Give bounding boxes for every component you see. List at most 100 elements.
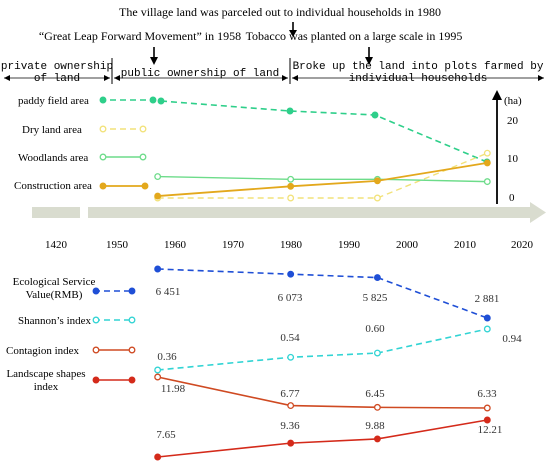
series-contagion-point-3 xyxy=(483,404,491,412)
series-wood-point-3 xyxy=(483,178,491,186)
period-arrow-2-right-head xyxy=(282,75,288,81)
year-1990: 1990 xyxy=(338,239,361,251)
period-2-label: public ownership of land xyxy=(121,68,279,80)
series-shannon-point-1 xyxy=(287,353,295,361)
event-1958-text: “Great Leap Forward Movement” in 1958 xyxy=(39,29,241,43)
series-shannon-point-0 xyxy=(154,366,162,374)
series-lsi-label-1: 9.36 xyxy=(280,420,300,432)
legend-constr-dot-left xyxy=(99,182,107,190)
series-shannon-point-2 xyxy=(373,349,381,357)
legend-paddy-label: paddy field area xyxy=(18,95,89,107)
area-axis-unit: (ha) xyxy=(504,95,522,107)
series-constr-point-0 xyxy=(154,192,162,200)
period-arrow-3-left-head xyxy=(292,75,298,81)
legend-esv-dot-left xyxy=(92,287,100,295)
event-1958-arrowhead xyxy=(150,57,158,65)
series-wood-point-1 xyxy=(287,175,295,183)
chart-marks: 6 451 6 073 5 825 2 881 0.36 0.54 0.60 0.94 11.9… xyxy=(92,96,522,461)
series-esv-label-2: 5 825 xyxy=(363,292,388,304)
series-constr-line xyxy=(157,162,488,197)
series-lsi-label-3: 12.21 xyxy=(478,424,503,436)
series-contagion-point-0 xyxy=(154,373,162,381)
legend-wood-label: Woodlands area xyxy=(18,152,88,164)
year-1980: 1980 xyxy=(280,239,303,251)
series-shannon-point-3 xyxy=(483,325,491,333)
period-1-label-line1: private ownership xyxy=(1,61,113,73)
legend-shannon-dot-right xyxy=(128,316,136,324)
series-esv-label-3: 2 881 xyxy=(475,293,500,305)
series-contagion-label-3: 6.33 xyxy=(477,388,497,400)
legend-constr-label: Construction area xyxy=(14,180,92,192)
series-constr-point-2 xyxy=(373,177,381,185)
legend-contagion-dot-left xyxy=(92,346,100,354)
series-dry-point-2 xyxy=(373,194,381,202)
event-1980-text: The village land was parceled out to ind… xyxy=(119,5,441,19)
legend-contagion-dot-right xyxy=(128,346,136,354)
year-1960: 1960 xyxy=(164,239,187,251)
legend-wood-dot-right xyxy=(139,153,147,161)
legend-lsi-dot-left xyxy=(92,376,100,384)
legend-contagion-label: Contagion index xyxy=(6,345,80,357)
series-esv-point-1 xyxy=(287,270,295,278)
series-lsi-point-3 xyxy=(483,416,491,424)
period-arrow-2-left-head xyxy=(114,75,120,81)
year-2000: 2000 xyxy=(396,239,419,251)
period-3-label-line2: individual households xyxy=(349,73,488,85)
legend-lsi-label-line2: index xyxy=(34,381,59,393)
area-axis-tick-20: 20 xyxy=(507,115,519,127)
legend-lsi-dot-right xyxy=(128,376,136,384)
year-1950: 1950 xyxy=(106,239,129,251)
event-1995-text: Tobacco was planted on a large scale in … xyxy=(246,29,463,43)
period-1-label-line2: of land xyxy=(34,73,80,85)
series-shannon-label-1: 0.54 xyxy=(280,332,300,344)
series-dry-point-3 xyxy=(483,149,491,157)
series-esv-point-0 xyxy=(154,265,162,273)
series-paddy-point-0 xyxy=(157,97,165,105)
series-paddy-line xyxy=(160,100,488,163)
series-shannon-line xyxy=(157,328,488,371)
year-1420: 1420 xyxy=(45,239,68,251)
series-contagion-point-2 xyxy=(373,403,381,411)
timeline-bar-early xyxy=(32,207,80,218)
series-wood-point-0 xyxy=(154,173,162,180)
series-paddy-point-2 xyxy=(371,111,379,119)
series-dry-point-1 xyxy=(287,194,295,202)
series-contagion-label-1: 6.77 xyxy=(280,388,300,400)
legend-wood-dot-left xyxy=(99,153,107,161)
period-3-label-line1: Broke up the land into plots farmed by xyxy=(293,61,544,73)
legend-paddy-dot-right xyxy=(149,96,157,104)
legend-dry-dot-right xyxy=(139,125,147,133)
series-esv-label-0: 6 451 xyxy=(156,286,181,298)
series-shannon-label-2: 0.60 xyxy=(365,323,385,335)
legend-dry-label: Dry land area xyxy=(22,124,82,136)
legend-shannon-dot-left xyxy=(92,316,100,324)
series-esv-point-2 xyxy=(373,274,381,282)
legend-esv-dot-right xyxy=(128,287,136,295)
legend-lsi-label-line1: Landscape shapes xyxy=(6,368,85,380)
period-arrow-3-right-head xyxy=(538,75,544,81)
series-esv-label-1: 6 073 xyxy=(278,292,303,304)
series-dry-line xyxy=(157,152,488,199)
year-1970: 1970 xyxy=(222,239,245,251)
series-contagion-label-0: 11.98 xyxy=(161,383,186,395)
series-shannon-label-3: 0.94 xyxy=(502,333,522,345)
year-2020: 2020 xyxy=(511,239,534,251)
series-lsi-point-2 xyxy=(373,435,381,443)
series-contagion-line xyxy=(157,376,488,409)
series-paddy-point-1 xyxy=(286,107,294,115)
series-contagion-label-2: 6.45 xyxy=(365,388,385,400)
series-lsi-point-1 xyxy=(287,439,295,447)
series-constr-point-1 xyxy=(287,182,295,190)
legend-esv-label-line1: Ecological Service xyxy=(13,276,96,288)
event-1995-arrowhead xyxy=(365,57,373,65)
legend-shannon-label: Shannon’s index xyxy=(18,315,92,327)
period-arrow-1-right-head xyxy=(104,75,110,81)
series-contagion-point-1 xyxy=(287,402,295,410)
series-wood-line xyxy=(157,175,488,183)
legend-paddy-dot-left xyxy=(99,96,107,104)
area-axis-tick-0: 0 xyxy=(509,192,515,204)
area-axis-tick-10: 10 xyxy=(507,153,519,165)
year-2010: 2010 xyxy=(454,239,477,251)
